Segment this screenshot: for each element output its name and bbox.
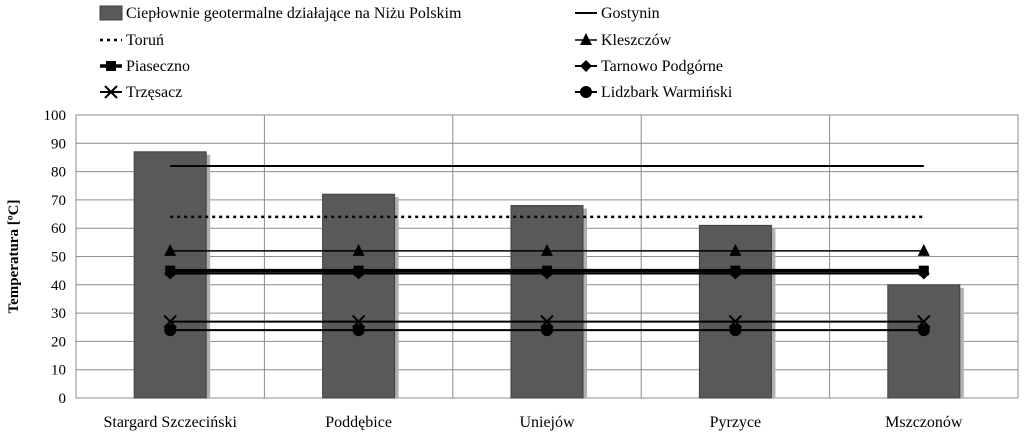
bar <box>887 284 961 399</box>
legend-item: Kleszczów <box>575 32 672 49</box>
series-point <box>352 324 365 337</box>
series-point <box>541 267 553 280</box>
legend-marker <box>106 61 116 71</box>
legend-item: Toruń <box>100 32 164 49</box>
series-point <box>728 314 743 329</box>
legend-marker <box>104 85 118 99</box>
legend-marker <box>580 60 592 72</box>
series-point <box>351 314 366 329</box>
series-point <box>541 324 553 337</box>
series-point <box>352 267 365 280</box>
series-point <box>917 314 931 329</box>
legend-label: Tarnowo Podgórne <box>601 58 723 75</box>
series-point <box>164 267 177 280</box>
series-point <box>729 243 742 256</box>
series-point <box>352 243 365 256</box>
y-tick-label: 60 <box>51 221 66 237</box>
bar <box>510 205 584 399</box>
series-point <box>917 267 930 280</box>
series-point <box>917 324 930 337</box>
x-marker-stroke <box>917 314 931 329</box>
x-tick-label: Uniejów <box>519 414 575 431</box>
legend-item: Gostynin <box>575 5 660 22</box>
legend-item: Trzęsacz <box>100 84 182 101</box>
series-point <box>164 243 177 256</box>
legend-label: Gostynin <box>601 5 660 22</box>
legend-label: Piaseczno <box>126 58 190 75</box>
legend-item: Lidzbark Warmiński <box>575 84 733 101</box>
legend-item: Piaseczno <box>100 58 190 75</box>
y-tick-label: 90 <box>51 136 66 152</box>
y-tick-label: 50 <box>51 250 66 266</box>
y-tick-label: 80 <box>51 165 66 181</box>
x-tick-label: Pyrzyce <box>710 414 762 431</box>
y-tick-label: 0 <box>59 391 67 407</box>
y-tick-label: 20 <box>51 334 66 350</box>
x-marker-stroke <box>728 314 743 329</box>
legend-swatch <box>99 5 123 21</box>
legend-label: Toruń <box>126 32 164 49</box>
x-marker-stroke <box>163 314 177 329</box>
series-point <box>163 314 177 329</box>
x-marker-stroke <box>540 314 554 329</box>
y-axis-label: Temperatura [ºC] <box>6 200 22 314</box>
y-tick-label: 70 <box>51 193 66 209</box>
legend-item: Tarnowo Podgórne <box>575 58 723 75</box>
legend-marker <box>580 33 592 45</box>
bar <box>322 193 396 399</box>
y-tick-label: 10 <box>51 363 66 379</box>
legend-label: Kleszczów <box>601 32 672 49</box>
series-point <box>541 243 553 256</box>
x-tick-label: Poddębice <box>325 414 392 431</box>
y-tick-label: 100 <box>44 108 67 124</box>
x-marker-stroke <box>351 314 366 329</box>
legend-label: Lidzbark Warmiński <box>601 84 733 101</box>
x-tick-label: Stargard Szczeciński <box>103 414 237 431</box>
legend-item: Ciepłownie geotermalne działające na Niż… <box>99 5 462 22</box>
x-marker-stroke <box>104 85 118 99</box>
series-point <box>729 324 742 337</box>
y-tick-label: 40 <box>51 278 66 294</box>
y-tick-label: 30 <box>51 306 66 322</box>
legend-label: Ciepłownie geotermalne działające na Niż… <box>126 5 462 22</box>
series-point <box>917 243 930 256</box>
legend-label: Trzęsacz <box>126 84 182 101</box>
x-tick-label: Mszczonów <box>885 414 963 431</box>
series-point <box>164 324 177 337</box>
series-point <box>729 267 742 280</box>
series-point <box>540 314 554 329</box>
legend-marker <box>580 86 592 98</box>
